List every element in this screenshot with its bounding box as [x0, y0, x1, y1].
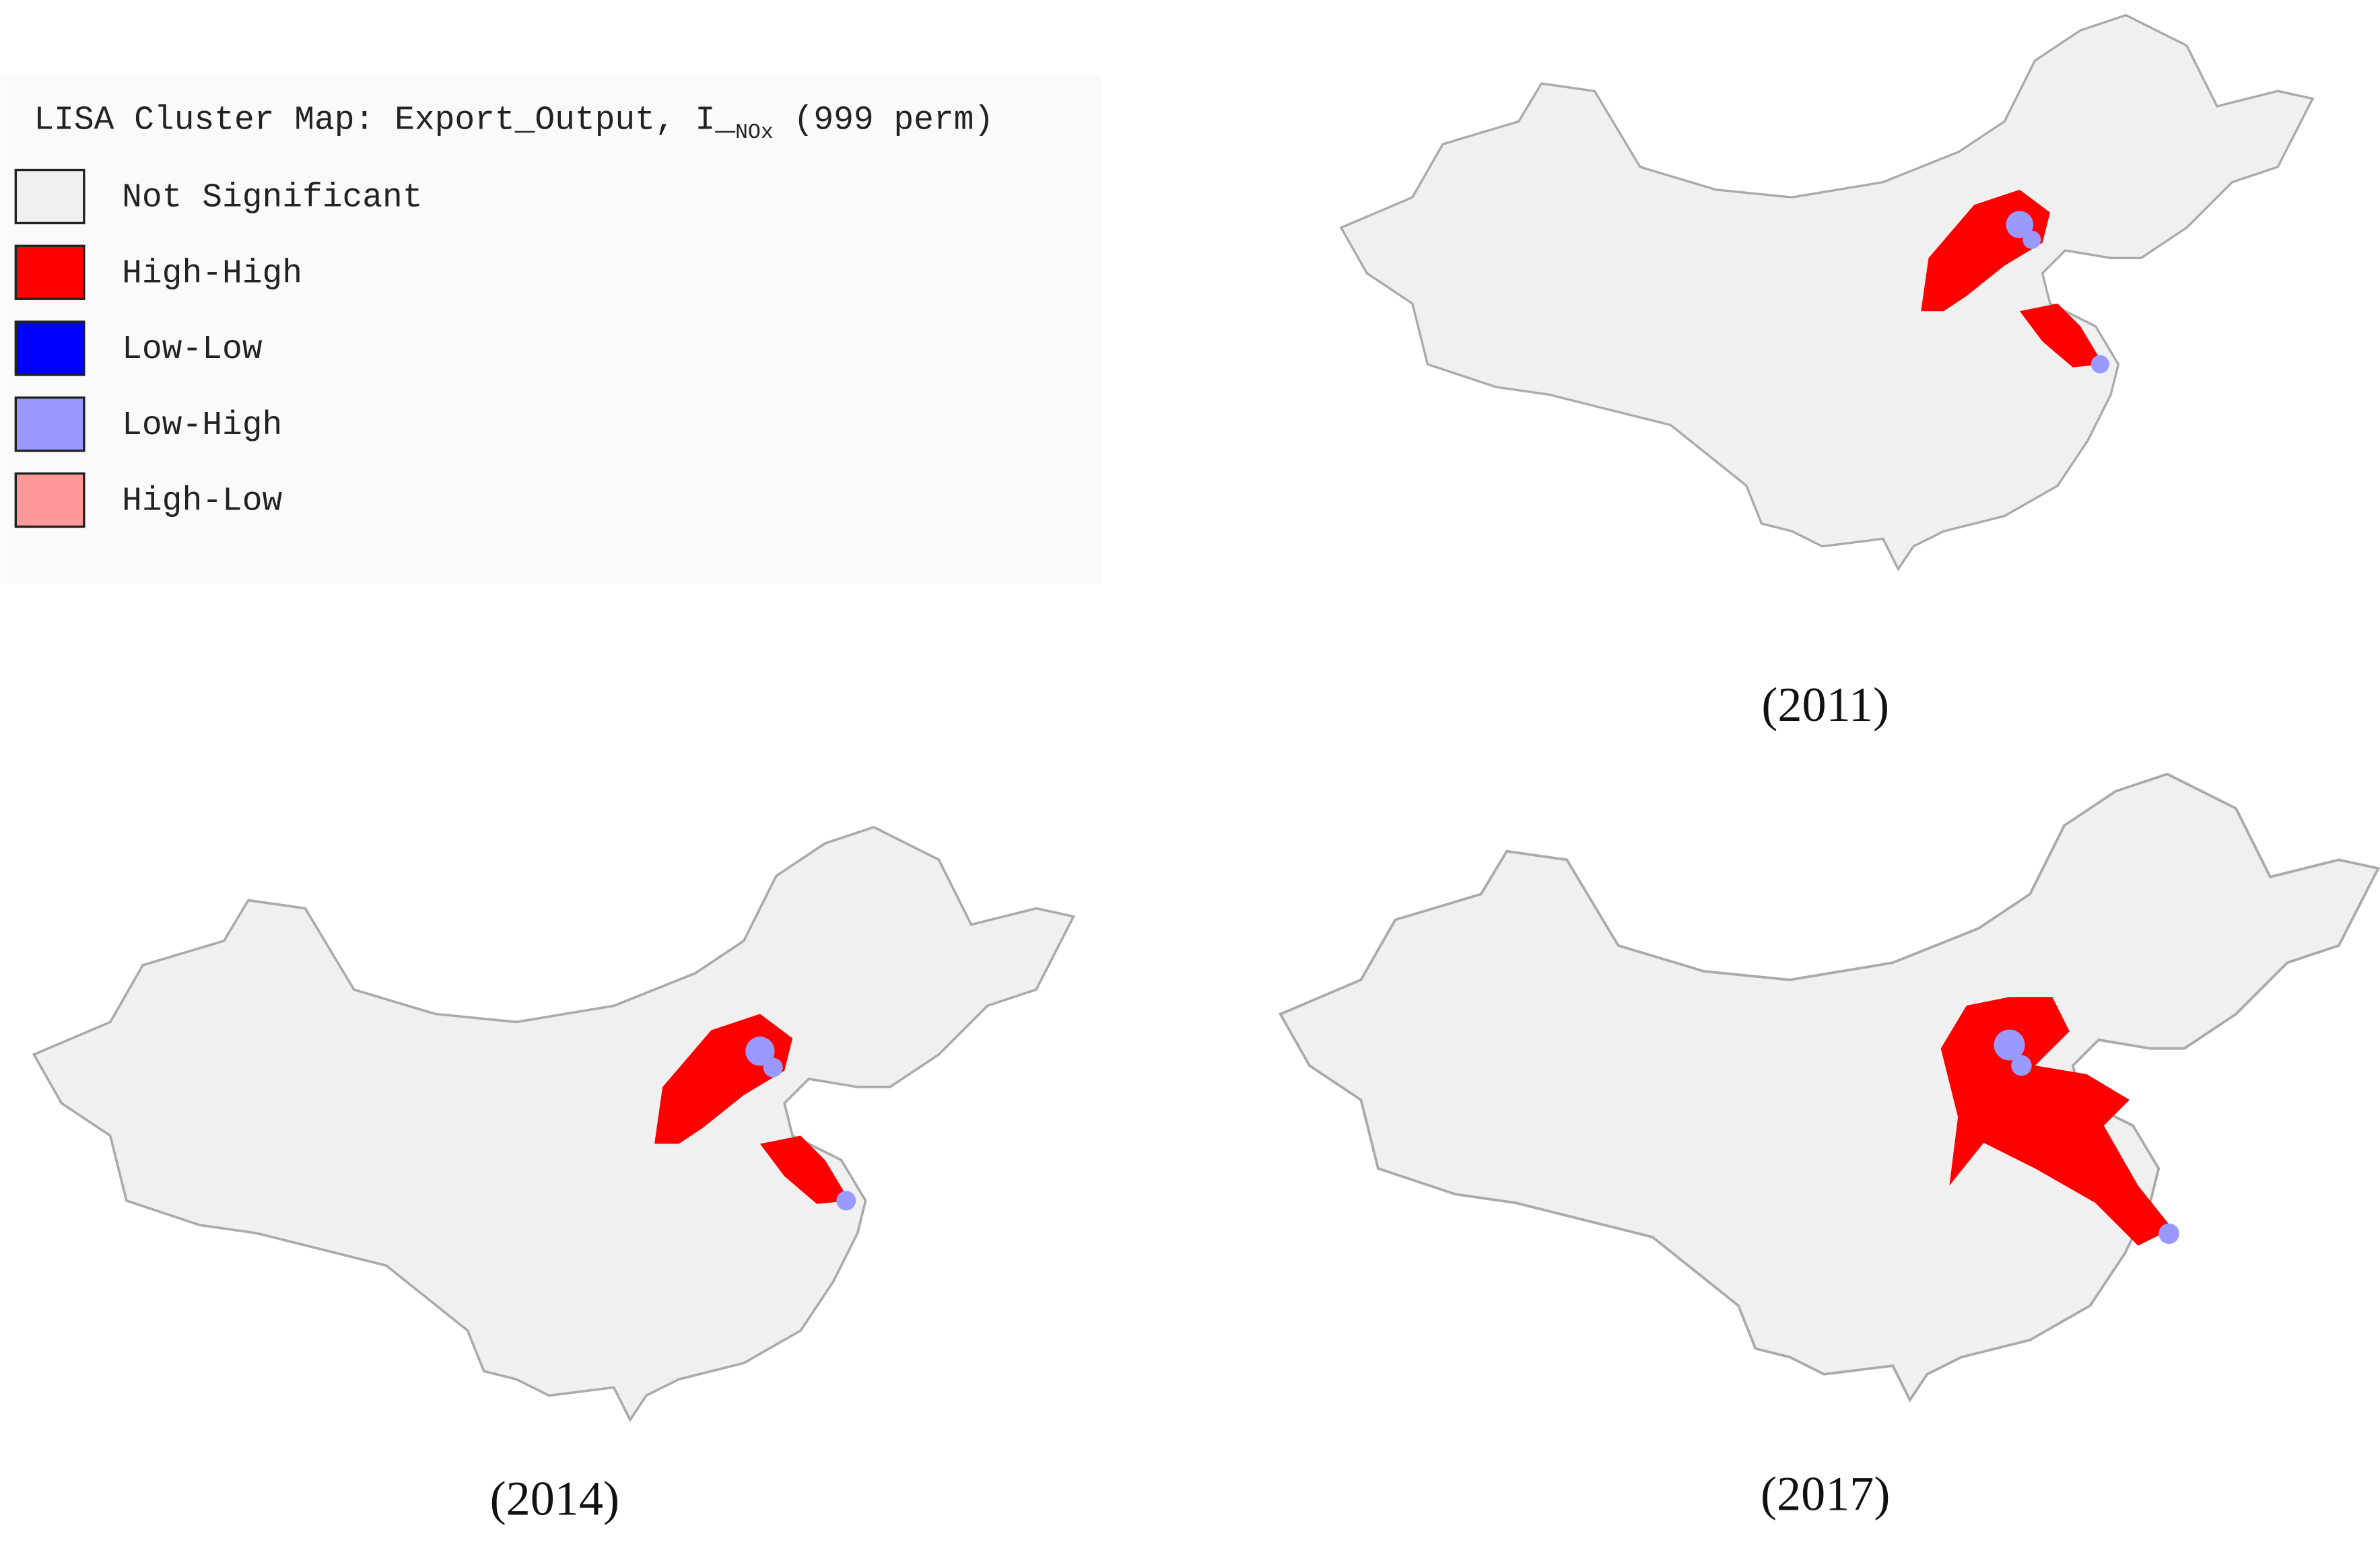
caption: (2011) — [1761, 678, 1889, 732]
caption: (2014) — [490, 1471, 619, 1525]
legend-label: Low-Low — [122, 330, 263, 368]
map-2017 — [1279, 773, 2380, 1401]
region — [1340, 13, 2314, 571]
legend-label: Not Significant — [122, 179, 422, 217]
region — [1279, 773, 2380, 1401]
caption: (2017) — [1761, 1467, 1890, 1521]
legend-title-text: (999 perm) — [774, 102, 994, 139]
legend-swatch — [14, 396, 86, 452]
region — [32, 826, 1075, 1422]
legend: Not Significant High-High Low-Low Low-High H… — [14, 168, 423, 528]
legend-swatch — [14, 320, 86, 376]
legend-label: High-High — [122, 254, 302, 292]
map-2011 — [1340, 13, 2314, 571]
map-2014 — [32, 826, 1075, 1422]
legend-title: LISA Cluster Map: Export_Output, I_NOx (… — [34, 102, 994, 145]
legend-title-text: LISA Cluster Map: Export_Output, I_ — [34, 102, 735, 139]
legend-panel — [0, 75, 1101, 585]
legend-swatch — [14, 472, 86, 528]
legend-swatch — [14, 244, 86, 300]
legend-label: High-Low — [122, 483, 282, 520]
legend-title-sub: NOx — [735, 121, 774, 145]
legend-swatch — [14, 168, 86, 225]
legend-label: Low-High — [122, 407, 282, 444]
